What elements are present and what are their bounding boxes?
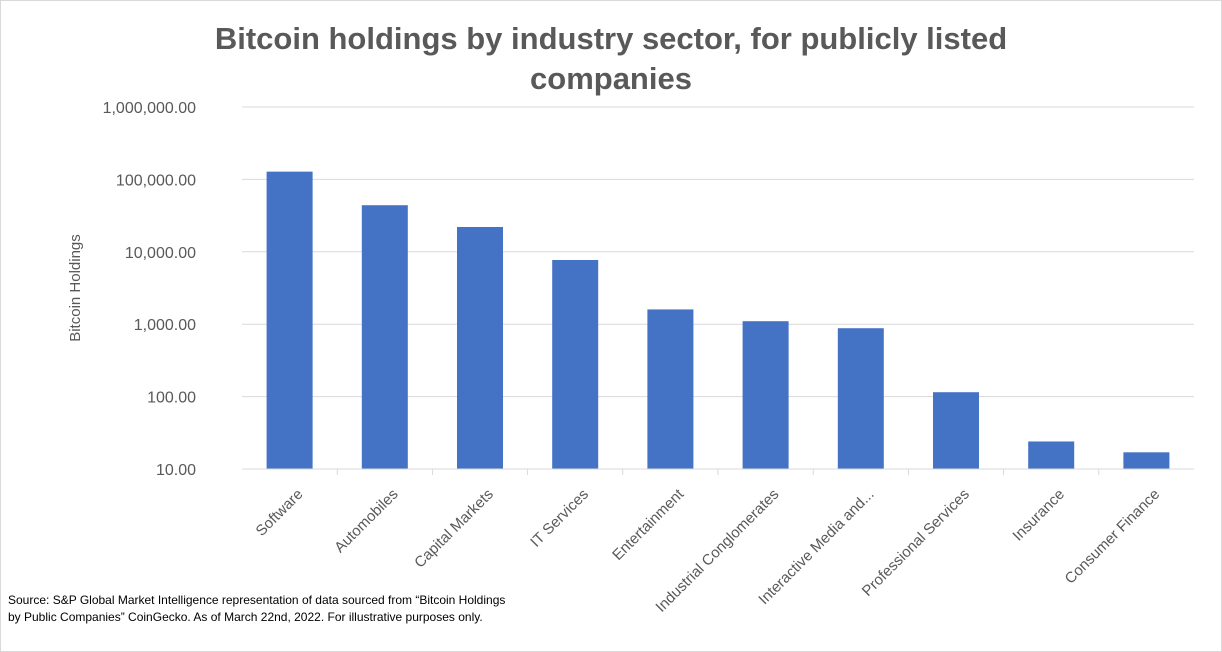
bar — [266, 171, 313, 469]
x-tick-label: Software — [253, 486, 307, 540]
x-tick-label: Entertainment — [609, 485, 688, 564]
x-tick-label: Professional Services — [859, 486, 973, 600]
y-tick-label: 1,000,000.00 — [103, 100, 197, 117]
y-axis-title: Bitcoin Holdings — [67, 234, 84, 342]
x-tick-label: Consumer Finance — [1062, 486, 1164, 588]
y-tick-label: 10.00 — [156, 462, 196, 479]
chart-title: Bitcoin holdings by industry sector, for… — [214, 21, 1008, 96]
bar — [361, 205, 408, 469]
bar — [837, 328, 884, 469]
bar — [1123, 452, 1170, 469]
x-tick-label: Automobiles — [331, 486, 401, 556]
y-tick-labels: 10.00 100.00 1,000.00 10,000.00 100,000.00 1,… — [103, 100, 197, 479]
y-tick-label: 1,000.00 — [134, 317, 196, 334]
y-tick-label: 10,000.00 — [125, 245, 196, 262]
y-tick-label: 100,000.00 — [116, 172, 196, 189]
x-tick-label: IT Services — [527, 486, 592, 551]
x-tick-label: Insurance — [1009, 486, 1068, 545]
bar — [933, 392, 979, 469]
x-tick-label: Capital Markets — [411, 486, 497, 572]
bars — [266, 171, 1170, 469]
bar — [742, 321, 789, 469]
bar — [1028, 441, 1075, 469]
bar — [552, 260, 599, 469]
y-tick-label: 100.00 — [147, 390, 196, 407]
source-note: Source: S&P Global Market Intelligence r… — [8, 593, 506, 624]
bar — [647, 309, 694, 469]
bar — [457, 227, 503, 469]
